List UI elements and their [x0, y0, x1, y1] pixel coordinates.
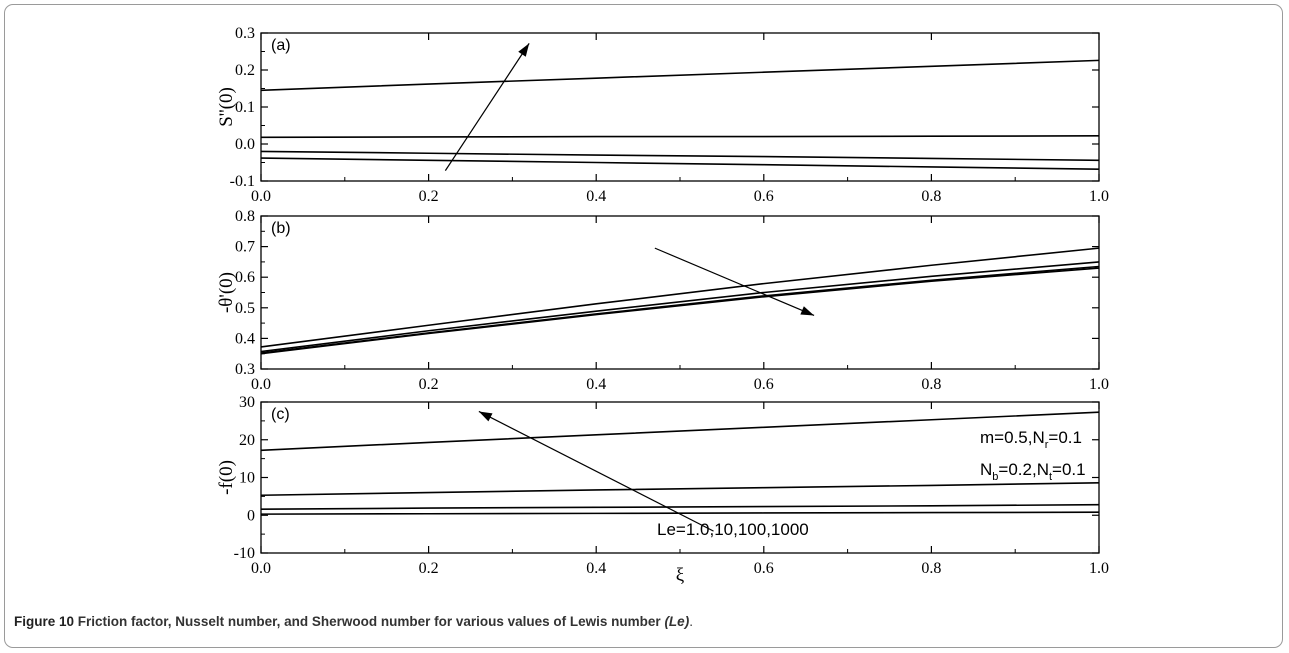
x-tick-label-b: 0.6 [754, 376, 774, 393]
caption-italic: (Le) [664, 614, 690, 629]
panel-a: 0.0 0.2 0.4 0.6 0.8 1.0-0.10.00.10.20.3S''(0)… [216, 25, 1109, 205]
caption-end: . [689, 614, 693, 629]
y-axis-label-b: -θ'(0) [216, 272, 237, 313]
x-tick-label-c: 1.0 [1089, 560, 1109, 577]
y-tick-label-c: 20 [239, 432, 255, 449]
x-tick-label-c: 0.0 [251, 560, 271, 577]
y-tick-label-c: 0 [247, 507, 255, 524]
y-axis-label-c: -f(0) [216, 460, 237, 495]
caption-text: Friction factor, Nusselt number, and She… [77, 614, 661, 629]
figure-chart: 0.0 0.2 0.4 0.6 0.8 1.0-0.10.00.10.20.3S''(0)… [216, 25, 1109, 586]
x-tick-label-b: 0.2 [419, 376, 439, 393]
y-tick-label-b: 0.3 [235, 361, 255, 378]
y-tick-label-b: 0.8 [235, 208, 255, 225]
y-tick-label-a: 0.1 [235, 99, 255, 116]
panel-b: 0.0 0.2 0.4 0.6 0.8 1.0 0.3 0.4 0.5 0.6 0.7 0.8 -θ'(… [216, 208, 1109, 393]
caption-label: Figure 10 [14, 614, 75, 629]
y-tick-label-a: 0.0 [235, 136, 255, 153]
y-tick-label-a: 0.2 [235, 62, 255, 79]
x-tick-label-a: 0.2 [419, 188, 439, 205]
panel-label-b: (b) [271, 220, 291, 237]
y-tick-label-c: -10 [234, 545, 255, 562]
series-line-a-3 [260, 135, 1100, 139]
panel-c-annotation-nb-nt: Nb=0.2,Nt=0.1 [980, 460, 1086, 483]
y-tick-label-a: -0.1 [230, 173, 255, 190]
x-tick-label-c: 0.6 [754, 560, 774, 577]
series-line-b-2 [260, 261, 1100, 353]
series-line-a-1 [260, 157, 1100, 170]
series-line-c-4 [260, 411, 1100, 452]
figure-frame [4, 4, 1283, 648]
x-axis-label: ξ [676, 565, 685, 586]
x-tick-label-a: 0.6 [754, 188, 774, 205]
x-tick-label-a: 0.0 [251, 188, 271, 205]
x-tick-label-a: 1.0 [1089, 188, 1109, 205]
y-tick-label-c: 10 [239, 470, 255, 487]
x-tick-label-a: 0.8 [921, 188, 941, 205]
figure-caption: Figure 10 Friction factor, Nusselt numbe… [14, 614, 1274, 629]
x-tick-label-c: 0.4 [586, 560, 606, 577]
series-line-b-1 [260, 247, 1100, 348]
series-line-a-4 [260, 59, 1100, 92]
x-tick-label-a: 0.4 [586, 188, 606, 205]
trend-arrow-line-b [654, 247, 815, 317]
series-line-c-3 [260, 481, 1100, 497]
x-tick-label-b: 0.8 [921, 376, 941, 393]
x-tick-label-b: 0.4 [586, 376, 606, 393]
panel-c: 0.0 0.2 0.4 0.6 0.8 1.0 -10 0 10 20 30 -f(0) (c) [216, 394, 1109, 577]
series-line-b-4 [260, 267, 1100, 355]
y-tick-label-b: 0.7 [235, 239, 255, 256]
x-tick-label-b: 0.0 [251, 376, 271, 393]
y-axis-label-a: S''(0) [216, 87, 237, 127]
y-tick-label-c: 30 [239, 394, 255, 411]
series-line-c-1 [260, 511, 1100, 515]
series-line-c-2 [260, 503, 1100, 511]
y-tick-label-a: 0.3 [235, 25, 255, 42]
y-tick-label-b: 0.6 [235, 269, 255, 286]
series-line-a-2 [260, 150, 1100, 162]
x-tick-label-b: 1.0 [1089, 376, 1109, 393]
panel-label-c: (c) [271, 406, 290, 423]
x-tick-label-c: 0.2 [419, 560, 439, 577]
trend-arrow-head-a [518, 43, 530, 57]
trend-arrow-head-c [478, 411, 493, 422]
trend-arrow-head-b [800, 306, 815, 316]
panel-c-annotation-m: m=0.5,Nr=0.1 [980, 428, 1082, 451]
x-tick-label-c: 0.8 [921, 560, 941, 577]
series-line-b-3 [260, 265, 1100, 354]
y-tick-label-b: 0.5 [235, 300, 255, 317]
panel-label-a: (a) [271, 37, 291, 54]
plot-frame-b [260, 215, 1100, 370]
panel-c-annotation-le: Le=1.0,10,100,1000 [657, 520, 809, 539]
trend-arrow-line-a [444, 43, 530, 171]
y-tick-label-b: 0.4 [235, 330, 255, 347]
trend-arrow-line-c [478, 410, 714, 532]
